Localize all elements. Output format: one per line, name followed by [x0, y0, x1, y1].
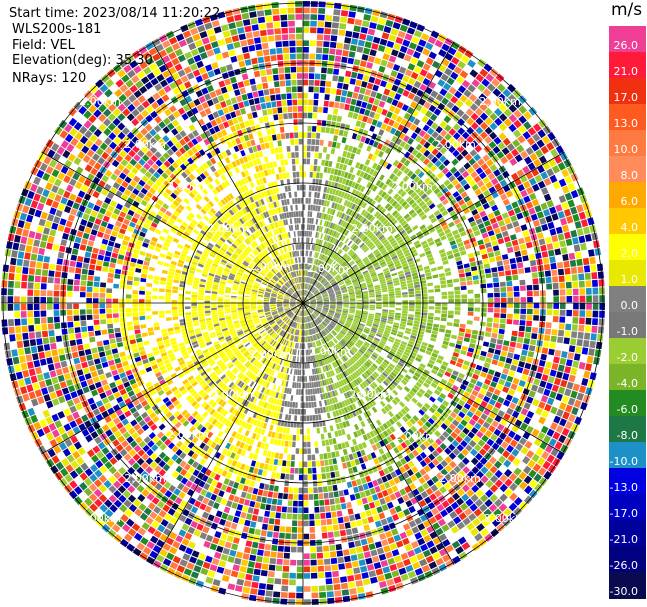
- azimuth-line: [302, 151, 565, 304]
- colorbar-tick-label: -10.0: [609, 455, 638, 468]
- colorbar-tick-label: 6.0: [620, 195, 639, 208]
- colorbar-tick-label: 21.0: [613, 65, 639, 78]
- colorbar-segment: [609, 78, 646, 105]
- field-label: Field: VEL: [12, 38, 75, 53]
- range-ring-label: 2.00km: [351, 222, 393, 235]
- colorbar-segment: [609, 312, 646, 339]
- range-ring-label: 2.00km: [394, 430, 436, 443]
- range-ring-label: 2.00km: [124, 472, 166, 485]
- colorbar-tick-label: -26.0: [609, 559, 638, 572]
- colorbar: 26.0 21.0 17.0 13.0 10.0 8.0 6.0 4.0 2.0 1.0 0.0 -1…: [609, 26, 646, 599]
- ppi-velocity-plot: 2.00km 2.00km 2.00km 2.00km 2.00km 2.00km 2.00…: [1, 1, 606, 605]
- colorbar-segment: [609, 520, 646, 547]
- range-ring-label: 2.00km: [307, 262, 349, 275]
- colorbar-segment: [609, 364, 646, 391]
- colorbar-tick-label: -21.0: [609, 533, 638, 546]
- velocity-bins: [1, 1, 606, 605]
- range-ring-label: 2.00km: [167, 428, 209, 441]
- azimuth-line: [151, 41, 304, 304]
- velocity-bin-group: [36, 11, 605, 585]
- range-ring-label: 2.00km: [249, 260, 291, 273]
- colorbar-tick-label: -4.0: [616, 377, 638, 390]
- colorbar-segment: [609, 572, 646, 599]
- range-ring-label: 2.00km: [124, 138, 166, 151]
- range-ring-label: 2.00km: [484, 512, 526, 525]
- colorbar-segment: [609, 26, 646, 53]
- azimuth-line: [302, 302, 565, 455]
- colorbar-tick-label: -8.0: [616, 429, 638, 442]
- colorbar-tick-label: 8.0: [620, 169, 639, 182]
- colorbar-unit: m/s: [611, 0, 643, 20]
- range-ring-label: 2.00km: [391, 180, 433, 193]
- colorbar-segment: [609, 234, 646, 261]
- elevation-label: Elevation(deg): 35.30: [12, 53, 153, 68]
- range-ring-label: 2.00km: [167, 180, 209, 193]
- colorbar-segment: [609, 494, 646, 521]
- range-ring-label: 2.00km: [211, 388, 253, 401]
- colorbar-tick-label: 13.0: [613, 117, 639, 130]
- range-ring-label: 2.00km: [79, 95, 121, 108]
- colorbar-tick-label: 0.0: [620, 299, 639, 312]
- colorbar-tick-label: 2.0: [620, 247, 639, 260]
- colorbar-tick-label: 26.0: [613, 39, 639, 52]
- azimuth-lines: [1, 1, 605, 605]
- colorbar-segment: [609, 182, 646, 209]
- azimuth-line: [302, 41, 455, 304]
- azimuth-line: [41, 302, 304, 455]
- colorbar-segment: [609, 104, 646, 131]
- range-ring-label: 2.00km: [349, 388, 391, 401]
- colorbar-segment: [609, 546, 646, 573]
- colorbar-segment: [609, 390, 646, 417]
- colorbar-segment: [609, 208, 646, 235]
- azimuth-line: [302, 302, 455, 565]
- range-ring-label: 2.00km: [79, 512, 121, 525]
- colorbar-tick-label: 17.0: [613, 91, 639, 104]
- range-ring-label: 2.00km: [439, 472, 481, 485]
- range-ring-label: 2.00km: [309, 345, 351, 358]
- colorbar-segment: [609, 52, 646, 79]
- range-ring-labels: 2.00km 2.00km 2.00km 2.00km 2.00km 2.00km 2.00…: [79, 95, 526, 525]
- colorbar-tick-label: 4.0: [620, 221, 639, 234]
- colorbar-segment: [609, 286, 646, 313]
- colorbar-tick-label: 10.0: [613, 143, 639, 156]
- nrays-label: NRays: 120: [12, 71, 87, 86]
- range-ring-label: 2.00km: [479, 95, 521, 108]
- azimuth-line: [151, 302, 304, 565]
- colorbar-tick-label: -30.0: [609, 585, 638, 598]
- colorbar-tick-label: -6.0: [616, 403, 638, 416]
- velocity-bin-group: [7, 10, 605, 604]
- colorbar-tick-label: -13.0: [609, 481, 638, 494]
- colorbar-segment: [609, 468, 646, 495]
- colorbar-segment: [609, 130, 646, 157]
- range-ring-label: 2.00km: [207, 222, 249, 235]
- azimuth-line: [41, 151, 304, 304]
- colorbar-segment: [609, 416, 646, 443]
- range-ring-label: 2.00km: [249, 348, 291, 361]
- colorbar-segment: [609, 156, 646, 183]
- velocity-bin-group: [1, 1, 603, 599]
- colorbar-tick-label: -1.0: [616, 325, 638, 338]
- colorbar-segment: [609, 442, 646, 469]
- instrument-label: WLS200s-181: [12, 22, 102, 37]
- colorbar-segment: [609, 260, 646, 287]
- colorbar-tick-label: 1.0: [620, 273, 639, 286]
- velocity-bin-group: [14, 1, 597, 589]
- range-ring-label: 2.00km: [434, 138, 476, 151]
- start-time-label: Start time: 2023/08/14 11:20:22: [9, 6, 221, 21]
- colorbar-segment: [609, 338, 646, 365]
- colorbar-tick-label: -17.0: [609, 507, 638, 520]
- colorbar-tick-label: -2.0: [616, 351, 638, 364]
